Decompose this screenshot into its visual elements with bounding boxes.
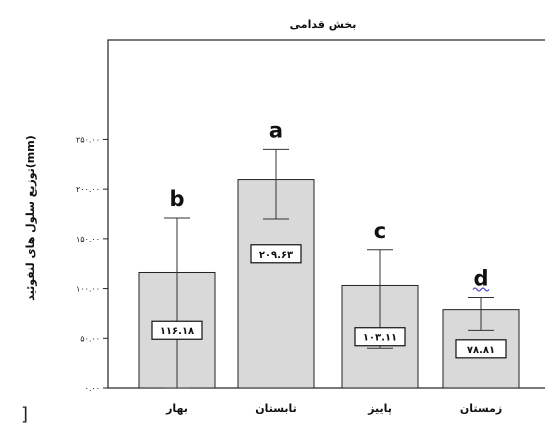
y-tick-label: ۲۵۰.۰۰ [76, 135, 100, 144]
x-tick-label: پاییز [367, 402, 392, 415]
y-tick-label: ۱۵۰.۰۰ [76, 235, 100, 244]
value-label: ۷۸.۸۱ [467, 345, 495, 356]
y-tick-label: ۱۰۰.۰۰ [76, 285, 100, 294]
value-label: ۱۱۶.۱۸ [160, 326, 194, 337]
y-axis-ticks: ۰.۰۰ ۵۰.۰۰ ۱۰۰.۰۰ ۱۵۰.۰۰ ۲۰۰.۰۰ ۲۵۰.۰۰ [76, 135, 108, 393]
bars-group: ۱۱۶.۱۸ b ۲۰۹.۶۳ a ۱۰۳.۱۱ c ۷۸.۸۱ d [138, 118, 520, 389]
x-axis-labels: بهار تابستان پاییز زمستان [165, 402, 502, 415]
y-axis-label: توزیع سلول های لنفوئید(mm) [24, 135, 37, 300]
value-label-box [455, 339, 507, 359]
x-tick-label: بهار [165, 402, 188, 415]
x-tick-label: زمستان [460, 402, 502, 415]
y-tick-label: ۲۰۰.۰۰ [76, 185, 100, 194]
value-label-box [250, 244, 302, 264]
significance-letter: a [269, 118, 283, 142]
x-tick-label: تابستان [255, 402, 297, 415]
stray-bracket: ] [21, 404, 28, 425]
y-tick-label: ۵۰.۰۰ [80, 334, 100, 343]
value-label: ۱۰۳.۱۱ [363, 333, 397, 344]
value-label: ۲۰۹.۶۳ [259, 250, 293, 261]
plot-frame [107, 39, 545, 389]
spellcheck-underline [472, 287, 490, 292]
value-label-box [354, 327, 406, 347]
significance-letter: d [473, 267, 488, 291]
value-label-box [151, 320, 203, 340]
significance-letter: c [374, 219, 386, 243]
chart-title: بخش قدامی [290, 18, 357, 31]
significance-letter: b [169, 187, 184, 211]
y-tick-label: ۰.۰۰ [85, 384, 100, 393]
